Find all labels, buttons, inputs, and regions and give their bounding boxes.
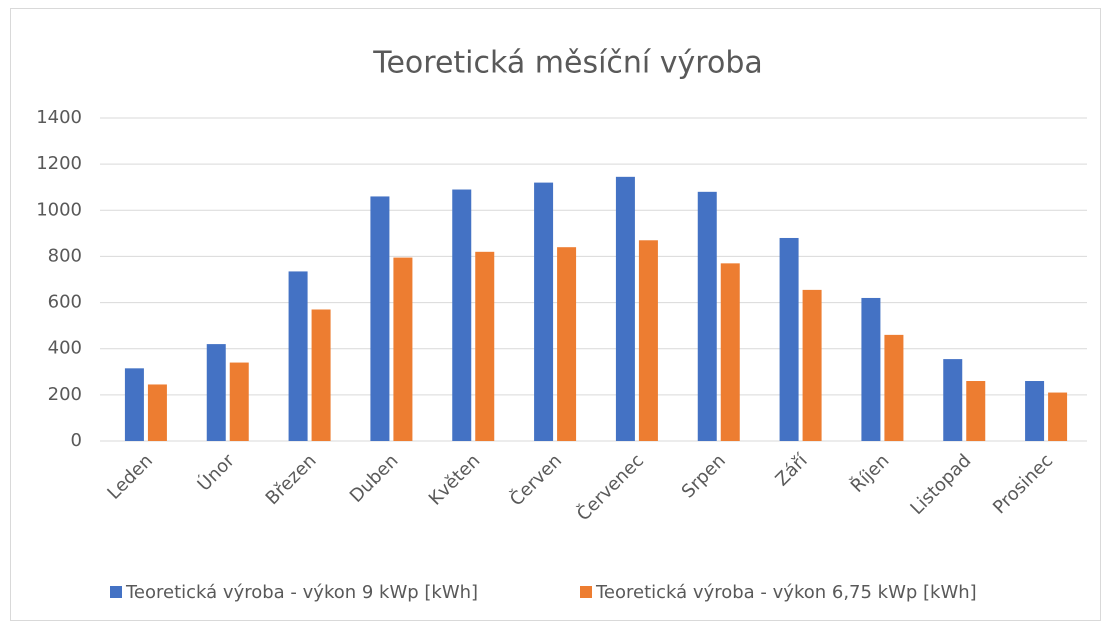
bar	[802, 289, 822, 441]
bar	[1048, 392, 1068, 441]
legend-swatch	[110, 586, 122, 598]
bar	[370, 196, 390, 441]
bar	[311, 309, 331, 441]
bar	[615, 176, 635, 441]
y-tick-label: 1000	[36, 199, 82, 220]
bar	[943, 359, 963, 441]
bar	[966, 381, 986, 441]
bar	[861, 297, 881, 441]
bar	[884, 334, 904, 441]
bar	[147, 384, 167, 441]
bar	[206, 344, 226, 441]
bar	[229, 362, 249, 441]
bar	[393, 257, 413, 441]
bar	[779, 237, 799, 441]
bar	[534, 182, 554, 441]
legend-label: Teoretická výroba - výkon 6,75 kWp [kWh]	[595, 582, 977, 603]
chart-border	[10, 8, 1101, 621]
bar	[720, 263, 740, 441]
y-tick-label: 0	[71, 430, 82, 451]
bar	[638, 240, 658, 441]
y-tick-label: 600	[48, 292, 82, 313]
bar	[1025, 381, 1045, 441]
legend-label: Teoretická výroba - výkon 9 kWp [kWh]	[125, 582, 478, 603]
y-tick-label: 800	[48, 245, 82, 266]
legend-swatch	[580, 586, 592, 598]
y-tick-label: 1200	[36, 153, 82, 174]
bar	[475, 251, 495, 441]
bar	[124, 368, 144, 441]
bar	[452, 189, 472, 441]
bar	[697, 191, 717, 441]
bar	[557, 247, 577, 441]
chart-title: Teoretická měsíční výroba	[372, 46, 763, 81]
y-tick-label: 1400	[36, 107, 82, 128]
y-tick-label: 200	[48, 384, 82, 405]
y-tick-label: 400	[48, 338, 82, 359]
bar	[288, 271, 308, 441]
